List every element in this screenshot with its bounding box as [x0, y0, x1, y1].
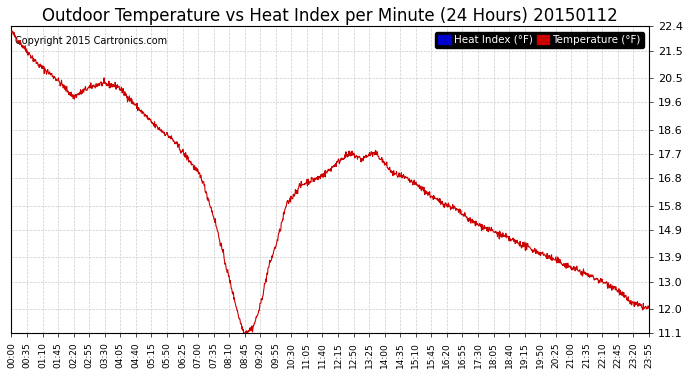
Legend: Heat Index (°F), Temperature (°F): Heat Index (°F), Temperature (°F): [435, 32, 644, 48]
Title: Outdoor Temperature vs Heat Index per Minute (24 Hours) 20150112: Outdoor Temperature vs Heat Index per Mi…: [42, 7, 618, 25]
Text: Copyright 2015 Cartronics.com: Copyright 2015 Cartronics.com: [14, 36, 167, 46]
